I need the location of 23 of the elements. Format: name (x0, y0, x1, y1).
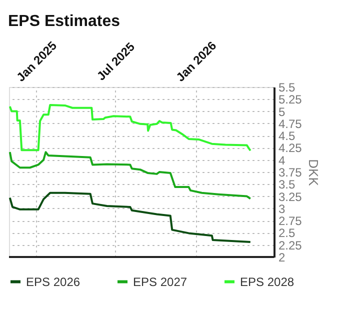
y-tick-label: 5.5 (278, 80, 296, 94)
line-series (8, 192, 252, 243)
y-tick-label: 2 (278, 250, 286, 264)
y-tick-label: 5 (278, 104, 286, 119)
y-tick-label: 2.25 (278, 238, 302, 252)
y-tick-label: 5.25 (278, 92, 302, 107)
legend-label: EPS 2026 (26, 274, 80, 289)
legend-label: EPS 2027 (133, 274, 188, 289)
y-tick-label: 4.25 (278, 141, 302, 156)
y-tick-label: 3.75 (278, 166, 302, 180)
y-axis-title: DKK (306, 159, 321, 186)
y-tick-label: 4 (278, 153, 286, 168)
y-tick-label: 3.5 (278, 178, 296, 192)
line-series (8, 104, 252, 152)
y-tick-label: 2.5 (278, 226, 296, 240)
y-tick-label: 2.75 (278, 214, 302, 228)
y-tick-label: 4.75 (278, 116, 302, 131)
y-tick-label: 3 (278, 202, 286, 216)
line-series (8, 151, 252, 200)
y-tick-label: 3.25 (278, 190, 302, 204)
legend-label: EPS 2028 (240, 274, 294, 289)
y-tick-label: 4.5 (278, 129, 296, 144)
chart-title: EPS Estimates (8, 12, 120, 30)
